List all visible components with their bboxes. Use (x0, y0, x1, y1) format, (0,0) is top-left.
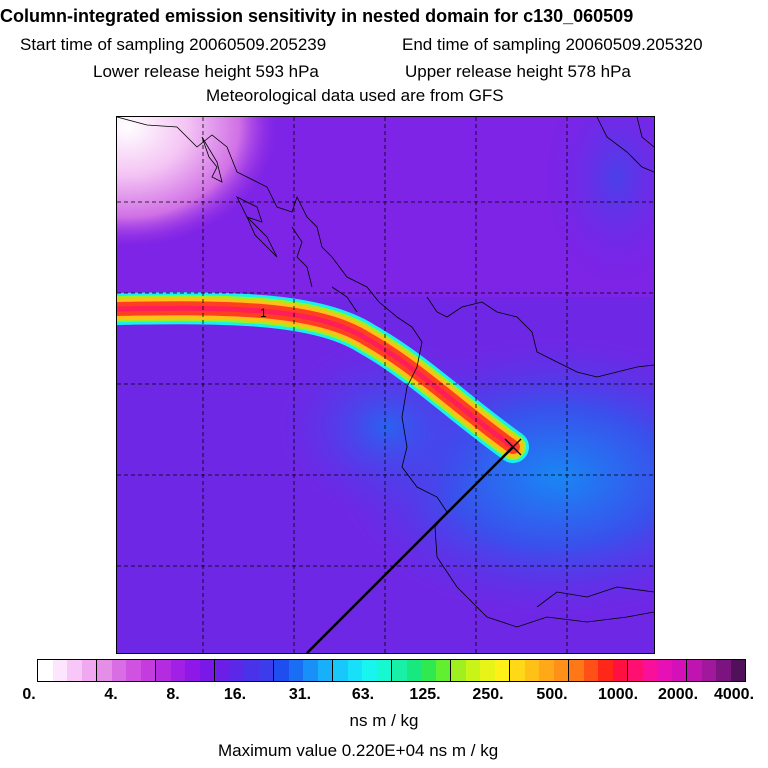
colorbar-tick: 4000. (713, 686, 755, 703)
plume-label: 1 (260, 306, 267, 320)
colorbar-swatch (111, 660, 126, 681)
colorbar-segment (274, 660, 333, 681)
colorbar-segment (97, 660, 156, 681)
colorbar-tick: 8. (166, 686, 180, 703)
coastlines (117, 117, 654, 628)
x-mark-icon (504, 438, 522, 456)
blue-field-northeast (517, 117, 654, 337)
colorbar-swatch (494, 660, 509, 681)
colorbar-swatch (376, 660, 391, 681)
colorbar-swatch (392, 660, 407, 681)
colorbar-tick: 4. (104, 686, 118, 703)
colorbar-segment (687, 660, 745, 681)
colorbar-swatch (687, 660, 702, 681)
colorbar-swatch (97, 660, 112, 681)
max-value-label: Maximum value 0.220E+04 ns m / kg (218, 741, 499, 760)
colorbar-swatch (406, 660, 421, 681)
colorbar-swatch (126, 660, 141, 681)
colorbar-tick: 125. (409, 686, 441, 703)
colorbar-swatch (185, 660, 200, 681)
sensitivity-plume (117, 292, 529, 463)
colorbar-swatch (539, 660, 554, 681)
colorbar-swatch (274, 660, 289, 681)
flight-track (306, 446, 514, 653)
colorbar (37, 659, 746, 682)
colorbar-swatch (730, 660, 745, 681)
colorbar-swatch (199, 660, 214, 681)
colorbar-swatch (524, 660, 539, 681)
end-time-label: End time of sampling 20060509.205320 (402, 35, 703, 54)
colorbar-swatch (38, 660, 53, 681)
colorbar-swatch (701, 660, 716, 681)
met-data-label: Meteorological data used are from GFS (206, 86, 504, 105)
colorbar-swatch (81, 660, 96, 681)
lower-release-label: Lower release height 593 hPa (93, 62, 319, 81)
colorbar-segment (38, 660, 97, 681)
colorbar-segment (569, 660, 628, 681)
pink-field (117, 117, 317, 277)
colorbar-swatch (215, 660, 230, 681)
colorbar-segment (392, 660, 451, 681)
colorbar-swatch (156, 660, 171, 681)
upper-release-label: Upper release height 578 hPa (405, 62, 631, 81)
emission-sensitivity-map: 1 (116, 116, 655, 654)
colorbar-swatch (303, 660, 318, 681)
colorbar-segment (628, 660, 687, 681)
colorbar-swatch (716, 660, 731, 681)
graticule (117, 117, 654, 653)
colorbar-tick: 63. (351, 686, 375, 703)
start-time-label: Start time of sampling 20060509.205239 (20, 35, 327, 54)
colorbar-segment (156, 660, 215, 681)
colorbar-tick: 0. (22, 686, 36, 703)
colorbar-segment (333, 660, 392, 681)
colorbar-swatch (52, 660, 67, 681)
colorbar-swatch (671, 660, 686, 681)
colorbar-swatch (480, 660, 495, 681)
colorbar-swatch (628, 660, 643, 681)
colorbar-swatch (435, 660, 450, 681)
colorbar-segment (451, 660, 510, 681)
colorbar-swatch (229, 660, 244, 681)
colorbar-swatch (317, 660, 332, 681)
colorbar-tick: 16. (223, 686, 247, 703)
colorbar-tick: 1000. (597, 686, 639, 703)
units-label: ns m / kg (349, 711, 419, 730)
plot-title: Column-integrated emission sensitivity i… (0, 6, 634, 26)
colorbar-segment (510, 660, 569, 681)
colorbar-swatch (657, 660, 672, 681)
colorbar-swatch (362, 660, 377, 681)
colorbar-tick: 250. (472, 686, 504, 703)
colorbar-swatch (347, 660, 362, 681)
colorbar-swatch (67, 660, 82, 681)
colorbar-tick: 31. (288, 686, 312, 703)
colorbar-swatch (553, 660, 568, 681)
colorbar-tick: 500. (536, 686, 568, 703)
colorbar-swatch (288, 660, 303, 681)
colorbar-swatch (569, 660, 584, 681)
colorbar-swatch (465, 660, 480, 681)
colorbar-swatch (642, 660, 657, 681)
colorbar-tick: 2000. (657, 686, 699, 703)
colorbar-swatch (583, 660, 598, 681)
colorbar-swatch (170, 660, 185, 681)
colorbar-swatch (612, 660, 627, 681)
colorbar-swatch (244, 660, 259, 681)
colorbar-swatch (140, 660, 155, 681)
colorbar-swatch (333, 660, 348, 681)
colorbar-swatch (258, 660, 273, 681)
colorbar-swatch (421, 660, 436, 681)
colorbar-swatch (451, 660, 466, 681)
colorbar-swatch (598, 660, 613, 681)
colorbar-segment (215, 660, 274, 681)
colorbar-swatch (510, 660, 525, 681)
